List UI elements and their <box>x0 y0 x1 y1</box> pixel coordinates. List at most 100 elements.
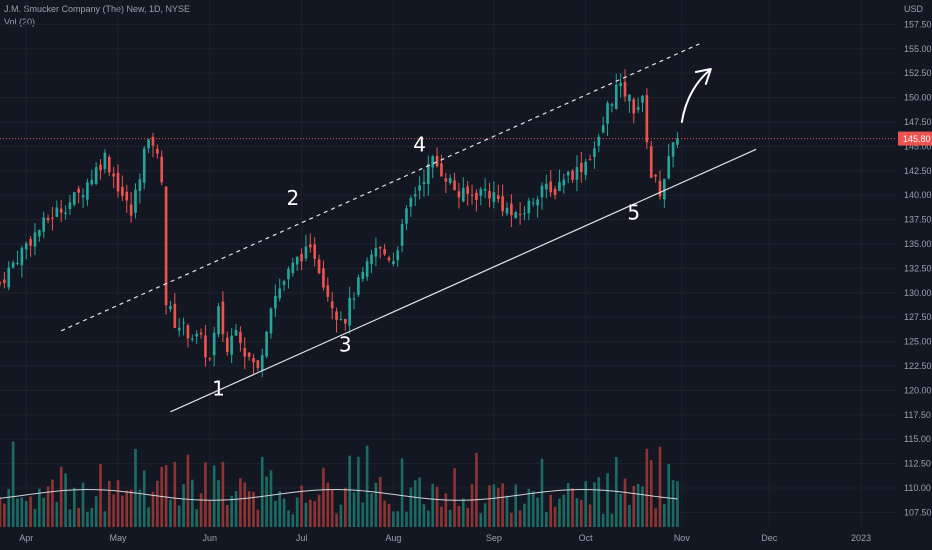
volume-bar <box>601 513 605 527</box>
x-tick-label: Apr <box>19 533 33 543</box>
x-tick-label: Jun <box>203 533 218 543</box>
currency-label: USD <box>904 4 924 14</box>
candle-body <box>265 331 268 357</box>
volume-bar <box>435 486 439 527</box>
volume-bar <box>225 505 229 527</box>
x-tick-label: Oct <box>579 533 594 543</box>
candle-body <box>387 257 391 261</box>
volume-bar <box>348 455 351 527</box>
volume-bar <box>531 490 535 527</box>
candle-body <box>383 248 386 255</box>
volume-bar <box>64 473 67 527</box>
volume-bar <box>584 481 587 527</box>
candle-body <box>636 107 640 110</box>
volume-bar <box>42 497 46 527</box>
candle-body <box>234 329 238 336</box>
volume-bar <box>654 508 657 527</box>
candle-body <box>160 156 164 183</box>
candle-body <box>658 180 662 197</box>
volume-bar <box>282 498 286 527</box>
candle-body <box>42 217 46 232</box>
wave-label: 4 <box>413 132 426 156</box>
volume-bar <box>239 478 242 527</box>
volume-bar <box>112 494 115 527</box>
candle-body <box>46 217 50 221</box>
candle-body <box>317 259 321 274</box>
candle-body <box>230 335 233 355</box>
volume-bar <box>488 485 491 527</box>
volume-bar <box>453 468 456 527</box>
volume-bar <box>182 484 185 527</box>
candle-body <box>514 212 518 219</box>
candle-body <box>38 230 41 237</box>
volume-bar <box>614 457 618 527</box>
candle-body <box>20 247 24 266</box>
candle-body <box>29 239 32 246</box>
candle-body <box>304 246 308 259</box>
volume-bar <box>151 491 155 527</box>
volume-bar <box>562 494 566 527</box>
volume-bar <box>247 491 251 527</box>
volume-bar <box>610 513 614 527</box>
candle-body <box>413 194 417 197</box>
y-tick-label: 112.50 <box>904 459 931 469</box>
candle-body <box>300 253 303 262</box>
volume-bar <box>623 478 627 527</box>
volume-bar <box>374 482 378 527</box>
volume-bar <box>191 479 194 527</box>
candle-body <box>518 214 522 216</box>
volume-bar <box>536 497 539 527</box>
volume-bar <box>46 486 50 527</box>
candle-body <box>400 224 404 246</box>
volume-bar <box>361 502 365 527</box>
candle-body <box>571 170 574 180</box>
volume-bar <box>558 498 561 527</box>
candle-body <box>479 189 483 196</box>
candle-body <box>260 355 264 371</box>
volume-bar <box>444 493 448 527</box>
volume-bar <box>378 477 382 527</box>
candle-body <box>335 311 338 320</box>
volume-bar <box>370 493 373 527</box>
volume-bar <box>156 480 159 527</box>
candle-body <box>641 95 644 103</box>
y-tick-label: 107.50 <box>904 507 932 517</box>
volume-bar <box>606 473 609 527</box>
x-tick-label: May <box>110 533 128 543</box>
candle-body <box>558 181 561 191</box>
candle-body <box>357 277 360 295</box>
volume-bar <box>142 470 146 527</box>
volume-bar <box>641 486 644 527</box>
candle-body <box>64 212 67 215</box>
candle-body <box>663 178 666 200</box>
volume-bar <box>51 479 54 527</box>
candle-body <box>129 204 133 216</box>
drawings: 1 2 3 4 5 <box>0 43 896 413</box>
volume-bar <box>121 495 124 527</box>
volume-bar <box>164 464 168 527</box>
volume-bar <box>553 506 557 527</box>
volume-bar <box>243 482 247 527</box>
candle-body <box>243 347 247 357</box>
volume-bar <box>204 462 207 527</box>
candle-body <box>191 338 194 340</box>
volume-bar <box>212 465 216 527</box>
wave-label: 1 <box>212 376 225 400</box>
candle-body <box>427 163 430 185</box>
volume-bar <box>208 500 212 527</box>
volume-bar <box>24 500 28 527</box>
arrow-head <box>694 67 712 85</box>
candle-body <box>488 191 491 199</box>
volume-bar <box>645 448 649 527</box>
candle-body <box>435 155 439 167</box>
volume-bar <box>300 485 303 527</box>
candle-body <box>501 196 504 212</box>
volume-bar <box>457 506 461 527</box>
y-tick-label: 115.00 <box>904 434 931 444</box>
volume-bar <box>335 513 338 527</box>
candle-body <box>531 202 535 204</box>
time-axis-bg <box>0 528 898 550</box>
candle-body <box>370 254 373 265</box>
